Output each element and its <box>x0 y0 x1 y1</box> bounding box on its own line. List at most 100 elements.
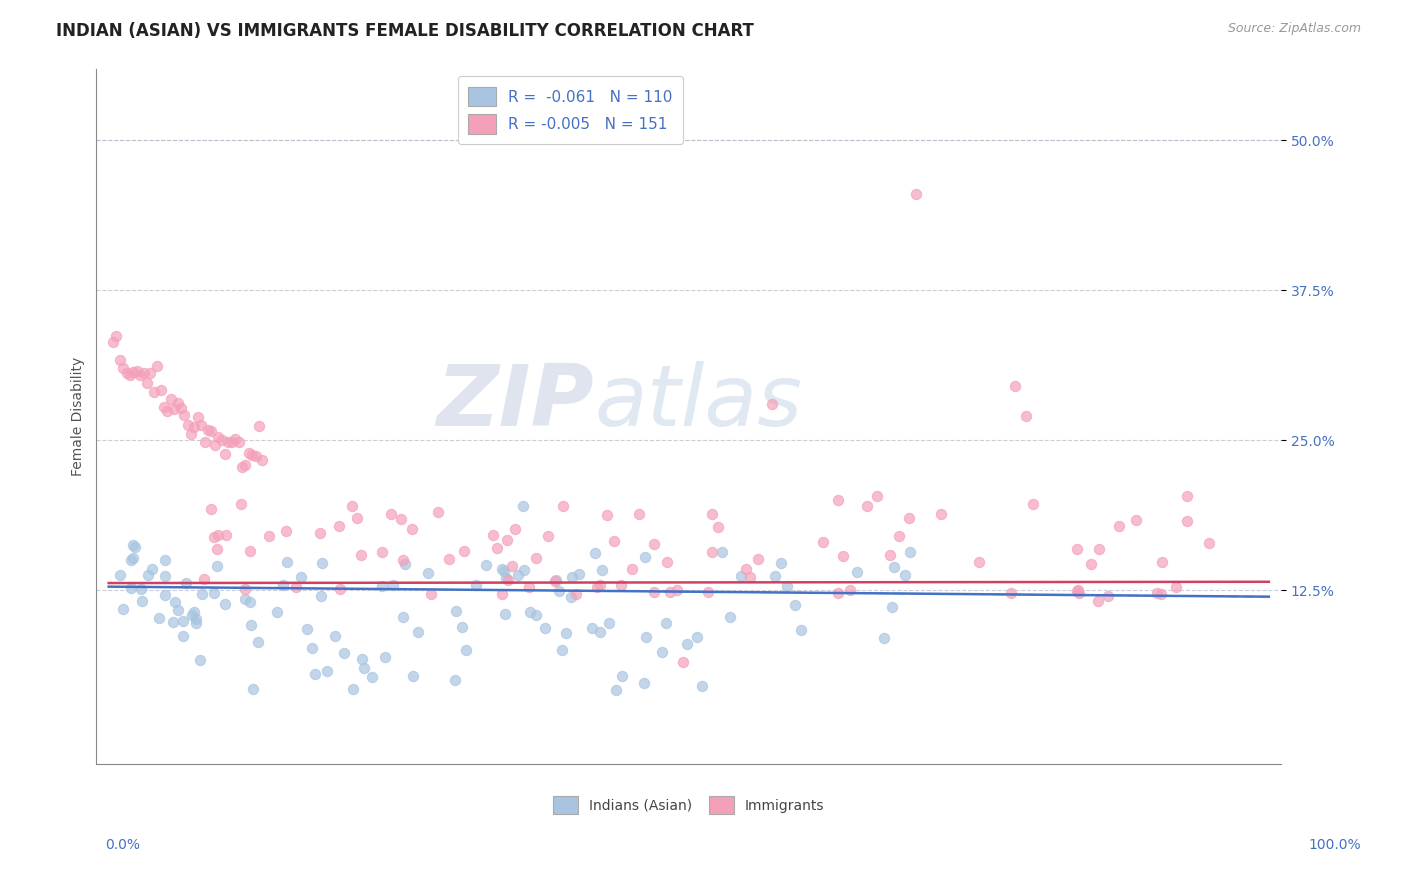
Point <box>231 497 253 511</box>
Point <box>583 546 606 560</box>
Point <box>544 573 567 587</box>
Point <box>856 500 879 514</box>
Point <box>233 582 256 597</box>
Point <box>200 424 222 438</box>
Point <box>205 558 228 573</box>
Point <box>548 584 571 599</box>
Point <box>172 629 194 643</box>
Point <box>122 365 145 379</box>
Point <box>790 623 813 637</box>
Point <box>408 625 430 640</box>
Point <box>534 622 557 636</box>
Point <box>598 615 620 630</box>
Point <box>247 635 270 649</box>
Point <box>658 585 681 599</box>
Point <box>173 409 195 423</box>
Point <box>496 533 519 547</box>
Point <box>170 401 193 415</box>
Point <box>304 666 326 681</box>
Point <box>266 605 288 619</box>
Point <box>108 568 131 582</box>
Point <box>882 599 904 614</box>
Point <box>167 603 190 617</box>
Point <box>643 584 665 599</box>
Point <box>1150 587 1173 601</box>
Point <box>153 589 176 603</box>
Text: 100.0%: 100.0% <box>1309 838 1361 852</box>
Point <box>274 524 297 538</box>
Point <box>115 366 138 380</box>
Point <box>148 611 170 625</box>
Point <box>211 434 233 448</box>
Legend: Indians (Asian), Immigrants: Indians (Asian), Immigrants <box>547 791 830 820</box>
Point <box>506 567 529 582</box>
Point <box>420 587 443 601</box>
Point <box>437 552 460 566</box>
Point <box>295 622 318 636</box>
Point <box>197 423 219 437</box>
Point <box>474 558 496 572</box>
Point <box>159 392 181 407</box>
Point <box>108 352 131 367</box>
Point <box>207 430 229 444</box>
Point <box>898 511 921 525</box>
Point <box>929 507 952 521</box>
Point <box>163 401 186 416</box>
Point <box>561 569 583 583</box>
Point <box>967 555 990 569</box>
Point <box>156 404 179 418</box>
Point <box>221 435 243 450</box>
Point <box>342 682 364 697</box>
Point <box>898 545 921 559</box>
Point <box>239 617 262 632</box>
Text: ZIP: ZIP <box>436 361 593 444</box>
Point <box>416 566 439 581</box>
Point <box>672 655 695 669</box>
Point <box>537 529 560 543</box>
Point <box>494 607 516 621</box>
Point <box>371 579 394 593</box>
Point <box>204 438 226 452</box>
Point <box>690 679 713 693</box>
Point <box>1066 584 1088 599</box>
Point <box>136 376 159 391</box>
Point <box>1175 489 1198 503</box>
Point <box>1004 379 1026 393</box>
Point <box>513 563 536 577</box>
Point <box>596 508 619 523</box>
Point <box>1066 583 1088 598</box>
Point <box>1097 589 1119 603</box>
Point <box>1080 558 1102 572</box>
Point <box>112 361 135 376</box>
Point <box>1108 519 1130 533</box>
Point <box>1015 409 1038 424</box>
Point <box>543 574 565 588</box>
Point <box>374 649 396 664</box>
Point <box>139 366 162 380</box>
Point <box>551 499 574 513</box>
Point <box>187 409 209 424</box>
Point <box>634 630 657 644</box>
Point <box>591 563 613 577</box>
Point <box>132 366 155 380</box>
Point <box>233 591 256 606</box>
Point <box>872 631 894 645</box>
Point <box>191 587 214 601</box>
Point <box>166 395 188 409</box>
Point <box>183 419 205 434</box>
Point <box>350 652 373 666</box>
Point <box>887 528 910 542</box>
Point <box>120 581 142 595</box>
Point <box>495 571 517 585</box>
Y-axis label: Female Disability: Female Disability <box>72 357 86 476</box>
Point <box>301 640 323 655</box>
Point <box>1087 594 1109 608</box>
Point <box>184 615 207 630</box>
Point <box>464 578 486 592</box>
Point <box>131 593 153 607</box>
Point <box>585 580 607 594</box>
Point <box>718 609 741 624</box>
Point <box>401 522 423 536</box>
Point <box>328 518 350 533</box>
Point <box>205 542 228 557</box>
